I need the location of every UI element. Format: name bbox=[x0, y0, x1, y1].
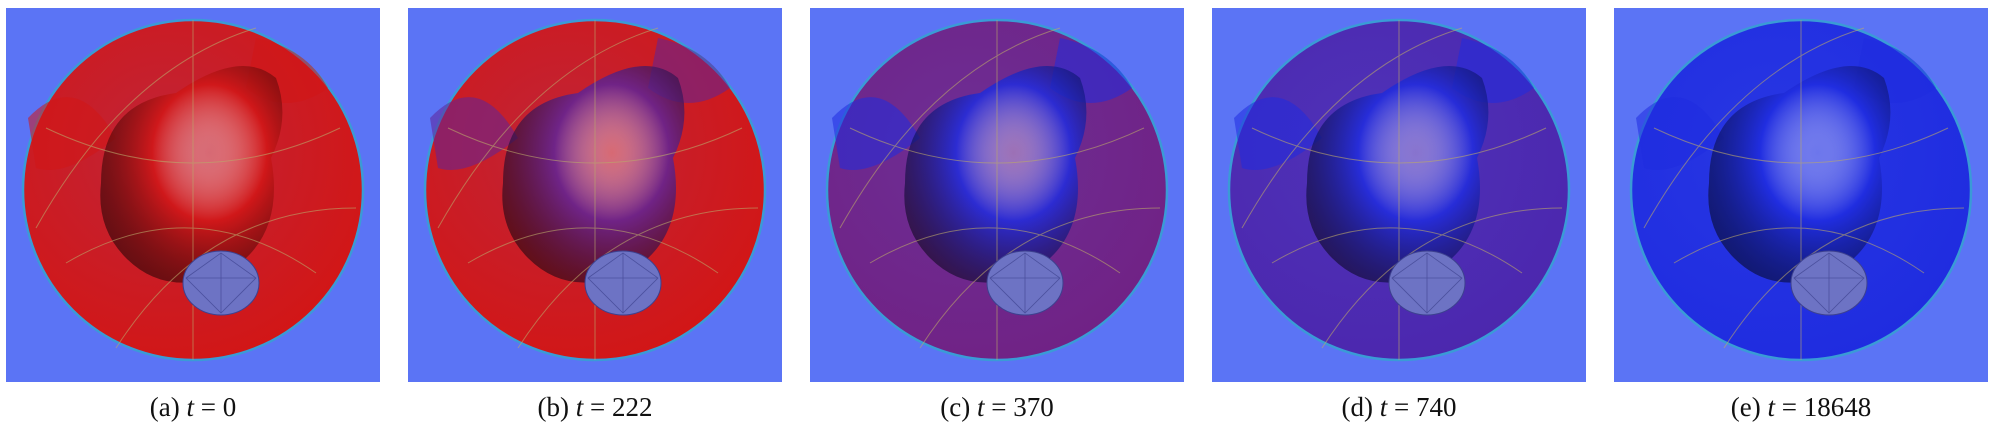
panel-d bbox=[1212, 8, 1586, 382]
caption-e: (e) t = 18648 bbox=[1614, 392, 1988, 423]
grid-lines bbox=[35, 20, 357, 360]
caption-b: (b) t = 222 bbox=[408, 392, 782, 423]
caption-variable: t bbox=[1767, 392, 1775, 422]
caption-value: 0 bbox=[222, 392, 237, 422]
caption-label: (b) bbox=[537, 392, 569, 422]
cutout-left bbox=[832, 97, 920, 170]
caption-c: (c) t = 370 bbox=[810, 392, 1184, 423]
sphere-render-d bbox=[1212, 8, 1586, 382]
cutout-left bbox=[430, 97, 518, 170]
panel-b bbox=[408, 8, 782, 382]
sphere-render-c bbox=[810, 8, 1184, 382]
caption-relation: = bbox=[1781, 392, 1797, 422]
inner-body bbox=[100, 66, 283, 283]
caption-relation: = bbox=[590, 392, 606, 422]
caption-value: 222 bbox=[611, 392, 653, 422]
caption-value: 740 bbox=[1415, 392, 1457, 422]
cutout-left bbox=[1234, 97, 1322, 170]
caption-a: (a) t = 0 bbox=[6, 392, 380, 423]
sphere-render-b bbox=[408, 8, 782, 382]
panel-e bbox=[1614, 8, 1988, 382]
sphere-render-e bbox=[1614, 8, 1988, 382]
sphere-render-a bbox=[6, 8, 380, 382]
caption-label: (d) bbox=[1341, 392, 1373, 422]
grid-lines bbox=[839, 20, 1161, 360]
caption-label: (e) bbox=[1730, 392, 1761, 422]
caption-relation: = bbox=[1394, 392, 1410, 422]
caption-label: (a) bbox=[149, 392, 180, 422]
caption-d: (d) t = 740 bbox=[1212, 392, 1586, 423]
caption-label: (c) bbox=[940, 392, 971, 422]
caption-variable: t bbox=[976, 392, 985, 422]
caption-relation: = bbox=[991, 392, 1007, 422]
inner-body bbox=[1306, 66, 1489, 283]
grid-lines bbox=[1241, 20, 1563, 360]
panel-a bbox=[6, 8, 380, 382]
inner-body bbox=[502, 66, 685, 283]
grid-lines bbox=[1643, 20, 1965, 360]
inner-body bbox=[904, 66, 1087, 283]
caption-variable: t bbox=[575, 392, 584, 422]
caption-relation: = bbox=[200, 392, 216, 422]
caption-variable: t bbox=[186, 392, 194, 422]
cutout-left bbox=[28, 97, 116, 170]
panel-c bbox=[810, 8, 1184, 382]
caption-value: 18648 bbox=[1803, 392, 1872, 422]
caption-value: 370 bbox=[1013, 392, 1054, 422]
inner-body bbox=[1708, 66, 1891, 283]
cutout-left bbox=[1636, 97, 1724, 170]
caption-variable: t bbox=[1379, 392, 1388, 422]
